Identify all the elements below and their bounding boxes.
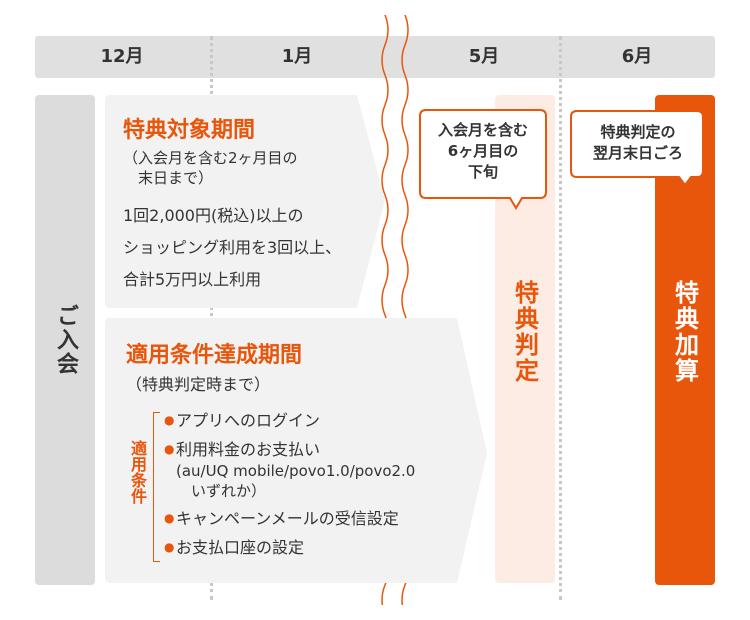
- benefit-period-body-line: 合計5万円以上利用: [123, 270, 262, 289]
- benefit-period-subtitle-line: （入会月を含む2ヶ月目の: [123, 149, 298, 167]
- conditions-list: ● アプリへのログイン ● 利用料金のお支払い (au/UQ mobile/povo…: [164, 409, 415, 559]
- bullet-icon: ●: [164, 413, 175, 427]
- month-label: 5月: [468, 46, 500, 67]
- month-label: 1月: [281, 46, 313, 67]
- timeline-header: [35, 36, 715, 78]
- conditions-bracket: [153, 412, 160, 562]
- join-label: ご入会: [53, 304, 78, 376]
- month-label: 12月: [100, 46, 144, 67]
- grant-label: 特典加算: [670, 280, 699, 384]
- benefit-period-arrow: [105, 95, 385, 308]
- judgement-callout-bubble: [419, 109, 547, 210]
- grant-callout-bubble: [570, 110, 704, 187]
- join-column: ご入会: [35, 95, 95, 585]
- month-label: 6月: [621, 46, 653, 67]
- bullet-icon: ●: [164, 540, 175, 554]
- condition-note: いずれか）: [176, 482, 267, 500]
- condition-item: ● アプリへのログイン: [164, 411, 321, 430]
- bullet-icon: ●: [164, 442, 175, 456]
- benefit-period-title: 特典対象期間: [123, 118, 256, 143]
- condition-note: (au/UQ mobile/povo1.0/povo2.0: [176, 462, 416, 480]
- benefit-period-body-line: ショッピング利用を3回以上、: [123, 238, 342, 257]
- condition-item: ● キャンペーンメールの受信設定: [164, 509, 399, 528]
- condition-item: ● お支払口座の設定: [164, 538, 305, 557]
- condition-period: 適用条件達成期間 （特典判定時まで）: [126, 337, 302, 395]
- condition-period-subtitle: （特典判定時まで）: [126, 375, 271, 394]
- bullet-icon: ●: [164, 511, 175, 525]
- condition-period-arrow: [105, 318, 487, 583]
- conditions-label: 適用条件: [128, 440, 147, 504]
- condition-period-title: 適用条件達成期間: [126, 343, 303, 368]
- judgement-callout: 入会月を含む 6ヶ月目の 下旬: [437, 121, 528, 181]
- benefit-period-body-line: 1回2,000円(税込)以上の: [123, 206, 304, 225]
- benefit-period: 特典対象期間 （入会月を含む2ヶ月目の 末日まで） 1回2,000円(税込)以上…: [123, 112, 341, 296]
- judgement-label: 特典判定: [510, 280, 539, 384]
- month-divider: [559, 36, 562, 600]
- grant-callout: 特典判定の 翌月末日ごろ: [592, 123, 683, 162]
- condition-item: ● 利用料金のお支払い: [164, 440, 321, 459]
- benefit-period-subtitle-line: 末日まで）: [123, 169, 214, 187]
